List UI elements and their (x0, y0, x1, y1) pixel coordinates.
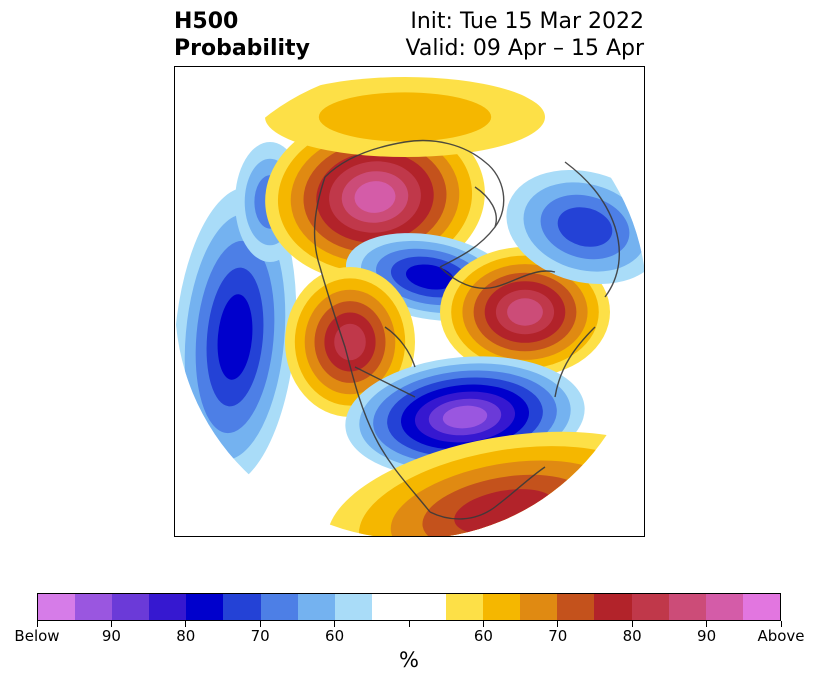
colorbar-swatch (631, 594, 669, 620)
colorbar-tick (110, 621, 112, 627)
colorbar-swatch (408, 594, 447, 620)
title-product: Probability (174, 36, 310, 61)
colorbar-swatch (483, 594, 521, 620)
coastlines (313, 139, 620, 520)
colorbar-swatch (223, 594, 261, 620)
coastline-path (554, 326, 596, 398)
colorbar-swatch (75, 594, 113, 620)
title-right: Init: Tue 15 Mar 2022 Valid: 09 Apr – 15… (406, 8, 645, 62)
colorbar-swatch (186, 594, 224, 620)
colorbar-swatch (557, 594, 595, 620)
colorbar-tick (482, 621, 484, 627)
colorbar-tick (408, 621, 410, 627)
coastline-path (474, 186, 497, 228)
colorbar-unit-label: % (399, 648, 419, 672)
colorbar-swatch (38, 594, 76, 620)
title-valid-range: Valid: 09 Apr – 15 Apr (405, 36, 645, 61)
colorbar-swatch (668, 594, 706, 620)
colorbar-swatch (112, 594, 150, 620)
colorbar-tick (780, 621, 782, 627)
coastline-path (429, 466, 546, 520)
colorbar-tick-label: 90 (101, 627, 121, 645)
pacific-low-anomaly (175, 187, 297, 487)
colorbar-tick (631, 621, 633, 627)
title-init-date: Init: Tue 15 Mar 2022 (410, 9, 644, 34)
colorbar-swatch (446, 594, 484, 620)
colorbar-swatch (149, 594, 187, 620)
title-left: H500 Probability (174, 8, 310, 62)
anomaly-contour (334, 323, 366, 361)
colorbar-tick-label: Below (14, 627, 60, 645)
colorbar-tick-label: 60 (325, 627, 345, 645)
arctic-high-anomaly (440, 247, 610, 377)
anomaly-contour (442, 405, 488, 429)
anomaly-contour (354, 181, 396, 213)
colorbar-tick (36, 621, 38, 627)
coastline-path (324, 139, 505, 268)
coastline-path (313, 176, 431, 513)
colorbar-tick (706, 621, 708, 627)
colorbar-swatch (742, 594, 780, 620)
colorbar-tick-label: 80 (622, 627, 642, 645)
colorbar-tick-label: Above (757, 627, 805, 645)
colorbar-tick-label: 60 (473, 627, 493, 645)
coastline-path (439, 266, 556, 289)
colorbar-swatch (705, 594, 743, 620)
coastline-path (564, 161, 620, 298)
colorbar-swatch (297, 594, 335, 620)
colorbar-tick (259, 621, 261, 627)
colorbar-swatch (260, 594, 298, 620)
coastline-path (354, 366, 416, 398)
colorbar-tick (185, 621, 187, 627)
probability-map (174, 66, 645, 537)
coastline-path (384, 326, 416, 368)
colorbar-tick (557, 621, 559, 627)
anomaly-contour (318, 92, 492, 142)
arctic-ocean-high-anomaly (265, 77, 545, 157)
anomaly-contour (557, 207, 613, 247)
colorbar-swatch (334, 594, 372, 620)
colorbar-swatch (520, 594, 558, 620)
colorbar-swatch (371, 594, 409, 620)
anomaly-contour (217, 294, 253, 380)
anomaly-contour (507, 298, 543, 326)
title-variable: H500 (174, 9, 239, 34)
west-coast-high-anomaly (285, 267, 415, 417)
colorbar-tick-label: 80 (176, 627, 196, 645)
colorbar-swatch (594, 594, 632, 620)
colorbar-tick-label: 70 (548, 627, 568, 645)
colorbar-tick-label: 90 (697, 627, 717, 645)
colorbar-tick-label: 70 (250, 627, 270, 645)
probability-fields (175, 67, 644, 536)
colorbar-tick (334, 621, 336, 627)
anomaly-contour (405, 264, 455, 290)
probability-map-svg (175, 67, 644, 536)
colorbar (37, 593, 781, 621)
